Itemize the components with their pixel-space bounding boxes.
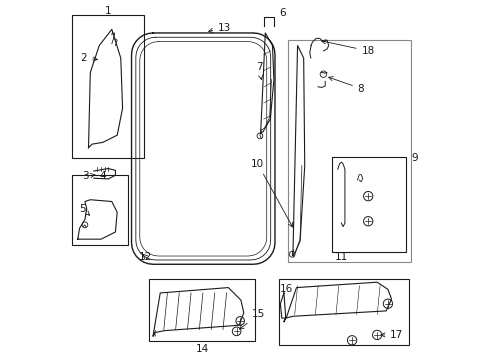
Text: 18: 18 xyxy=(321,40,374,56)
Text: 13: 13 xyxy=(208,23,231,33)
Text: 6: 6 xyxy=(279,8,285,18)
Text: 10: 10 xyxy=(251,159,292,227)
Text: 14: 14 xyxy=(195,344,208,354)
Bar xyxy=(149,279,255,341)
Bar xyxy=(72,175,128,244)
Bar xyxy=(332,157,405,252)
Text: 17: 17 xyxy=(380,330,403,340)
Text: 7: 7 xyxy=(255,62,262,80)
Text: 2: 2 xyxy=(81,53,97,63)
Text: 15: 15 xyxy=(239,310,265,329)
Bar xyxy=(72,15,144,158)
Text: 5: 5 xyxy=(79,204,89,215)
Text: 11: 11 xyxy=(334,252,347,262)
Text: 16: 16 xyxy=(279,284,292,294)
Text: 1: 1 xyxy=(105,6,111,17)
Text: 3: 3 xyxy=(82,171,95,181)
Text: 8: 8 xyxy=(328,77,364,94)
Bar xyxy=(278,279,408,345)
Text: 4: 4 xyxy=(100,171,106,181)
Bar xyxy=(287,40,410,262)
Text: 12: 12 xyxy=(139,252,152,262)
Text: 9: 9 xyxy=(411,153,417,163)
